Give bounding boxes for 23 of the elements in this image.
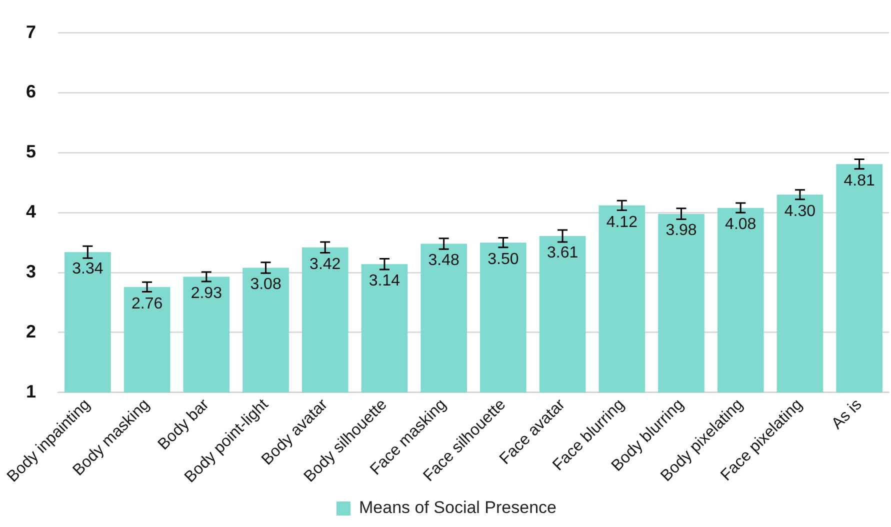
data-label: 3.61 bbox=[546, 244, 578, 262]
data-label: 4.30 bbox=[784, 203, 816, 220]
data-label: 2.93 bbox=[190, 285, 222, 302]
y-tick-label: 3 bbox=[26, 262, 36, 282]
y-tick-label: 1 bbox=[26, 381, 36, 402]
x-tick-label: As is bbox=[828, 396, 866, 433]
data-label: 3.14 bbox=[368, 272, 400, 290]
data-label: 3.50 bbox=[488, 250, 519, 268]
data-label: 3.42 bbox=[310, 256, 341, 273]
data-label: 3.34 bbox=[72, 260, 104, 278]
data-label: 3.48 bbox=[428, 252, 460, 270]
y-tick-label: 7 bbox=[26, 22, 36, 42]
data-label: 3.08 bbox=[250, 276, 282, 294]
y-tick-label: 6 bbox=[26, 82, 36, 102]
legend-label: Means of Social Presence bbox=[359, 498, 557, 518]
y-tick-label: 5 bbox=[26, 142, 36, 162]
y-tick-label: 4 bbox=[26, 202, 36, 222]
data-label: 4.81 bbox=[844, 172, 875, 190]
data-label: 2.76 bbox=[131, 295, 163, 312]
y-tick-label: 2 bbox=[26, 321, 36, 342]
data-label: 4.08 bbox=[725, 216, 756, 234]
data-label: 4.12 bbox=[606, 214, 638, 231]
data-label: 3.98 bbox=[666, 222, 697, 240]
